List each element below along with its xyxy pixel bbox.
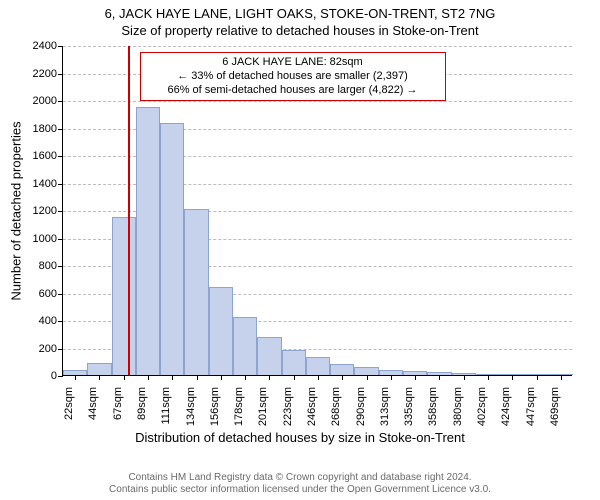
- xtick-label: 268sqm: [330, 381, 342, 426]
- ytick-label: 1600: [33, 150, 63, 162]
- xtick-label: 67sqm: [112, 381, 124, 420]
- xtick-mark: [245, 375, 246, 380]
- histogram-bar: [306, 357, 330, 375]
- y-axis-label: Number of detached properties: [9, 121, 24, 300]
- xtick-mark: [99, 375, 100, 380]
- xtick-label: 223sqm: [282, 381, 294, 426]
- xtick-label: 22sqm: [63, 381, 75, 420]
- histogram-bar: [354, 367, 378, 375]
- xtick-label: 134sqm: [185, 381, 197, 426]
- property-marker-line: [128, 46, 130, 375]
- footer-line1: Contains HM Land Registry data © Crown c…: [0, 472, 600, 484]
- ytick-label: 1000: [33, 233, 63, 245]
- annotation-line2: ← 33% of detached houses are smaller (2,…: [147, 70, 439, 84]
- annotation-box: 6 JACK HAYE LANE: 82sqm ← 33% of detache…: [140, 52, 446, 101]
- xtick-mark: [294, 375, 295, 380]
- histogram-bar: [476, 374, 500, 375]
- xtick-label: 246sqm: [306, 381, 318, 426]
- xtick-mark: [197, 375, 198, 380]
- xtick-mark: [318, 375, 319, 380]
- xtick-label: 469sqm: [549, 381, 561, 426]
- xtick-label: 290sqm: [355, 381, 367, 426]
- chart-container: 6, JACK HAYE LANE, LIGHT OAKS, STOKE-ON-…: [0, 0, 600, 500]
- xtick-mark: [464, 375, 465, 380]
- histogram-bar: [330, 364, 354, 375]
- ytick-label: 400: [39, 315, 63, 327]
- annotation-line1: 6 JACK HAYE LANE: 82sqm: [147, 56, 439, 70]
- histogram-bar: [403, 371, 427, 375]
- footer-attribution: Contains HM Land Registry data © Crown c…: [0, 472, 600, 496]
- ytick-label: 200: [39, 343, 63, 355]
- ytick-label: 1200: [33, 205, 63, 217]
- plot-area: 6 JACK HAYE LANE: 82sqm ← 33% of detache…: [62, 46, 572, 376]
- xtick-mark: [367, 375, 368, 380]
- xtick-mark: [75, 375, 76, 380]
- annotation-line3: 66% of semi-detached houses are larger (…: [147, 84, 439, 98]
- xtick-label: 447sqm: [525, 381, 537, 426]
- ytick-label: 2200: [33, 68, 63, 80]
- histogram-bar: [549, 374, 573, 375]
- histogram-bar: [87, 363, 111, 375]
- xtick-label: 178sqm: [233, 381, 245, 426]
- xtick-label: 89sqm: [136, 381, 148, 420]
- ytick-label: 800: [39, 260, 63, 272]
- ytick-label: 600: [39, 288, 63, 300]
- xtick-mark: [512, 375, 513, 380]
- xtick-label: 380sqm: [452, 381, 464, 426]
- xtick-label: 44sqm: [87, 381, 99, 420]
- xtick-mark: [391, 375, 392, 380]
- histogram-bar: [160, 123, 184, 375]
- xtick-mark: [221, 375, 222, 380]
- xtick-mark: [124, 375, 125, 380]
- ytick-label: 1400: [33, 178, 63, 190]
- histogram-bar: [63, 370, 87, 376]
- xtick-label: 201sqm: [257, 381, 269, 426]
- xtick-label: 424sqm: [500, 381, 512, 426]
- histogram-bar: [379, 370, 403, 376]
- ytick-label: 0: [51, 370, 63, 382]
- xtick-label: 358sqm: [427, 381, 439, 426]
- chart-title-line1: 6, JACK HAYE LANE, LIGHT OAKS, STOKE-ON-…: [0, 0, 600, 21]
- histogram-bar: [282, 350, 306, 375]
- histogram-bar: [257, 337, 281, 376]
- xtick-mark: [269, 375, 270, 380]
- xtick-mark: [488, 375, 489, 380]
- x-axis-label: Distribution of detached houses by size …: [135, 430, 465, 445]
- xtick-label: 156sqm: [209, 381, 221, 426]
- xtick-mark: [172, 375, 173, 380]
- histogram-bar: [136, 107, 160, 375]
- xtick-label: 111sqm: [160, 381, 172, 425]
- ytick-label: 2400: [33, 40, 63, 52]
- histogram-bar: [112, 217, 136, 375]
- xtick-label: 313sqm: [379, 381, 391, 426]
- footer-line2: Contains public sector information licen…: [0, 484, 600, 496]
- ytick-label: 1800: [33, 123, 63, 135]
- histogram-bar: [500, 374, 524, 375]
- xtick-label: 335sqm: [403, 381, 415, 426]
- xtick-label: 402sqm: [476, 381, 488, 426]
- histogram-bar: [524, 374, 548, 375]
- xtick-mark: [148, 375, 149, 380]
- histogram-bar: [233, 317, 257, 375]
- histogram-bar: [427, 372, 451, 375]
- histogram-bar: [209, 287, 233, 375]
- xtick-mark: [415, 375, 416, 380]
- xtick-mark: [537, 375, 538, 380]
- chart-title-line2: Size of property relative to detached ho…: [0, 21, 600, 38]
- xtick-mark: [439, 375, 440, 380]
- ytick-label: 2000: [33, 95, 63, 107]
- gridline: [63, 46, 572, 47]
- histogram-bar: [452, 373, 476, 375]
- histogram-bar: [184, 209, 208, 375]
- xtick-mark: [342, 375, 343, 380]
- xtick-mark: [561, 375, 562, 380]
